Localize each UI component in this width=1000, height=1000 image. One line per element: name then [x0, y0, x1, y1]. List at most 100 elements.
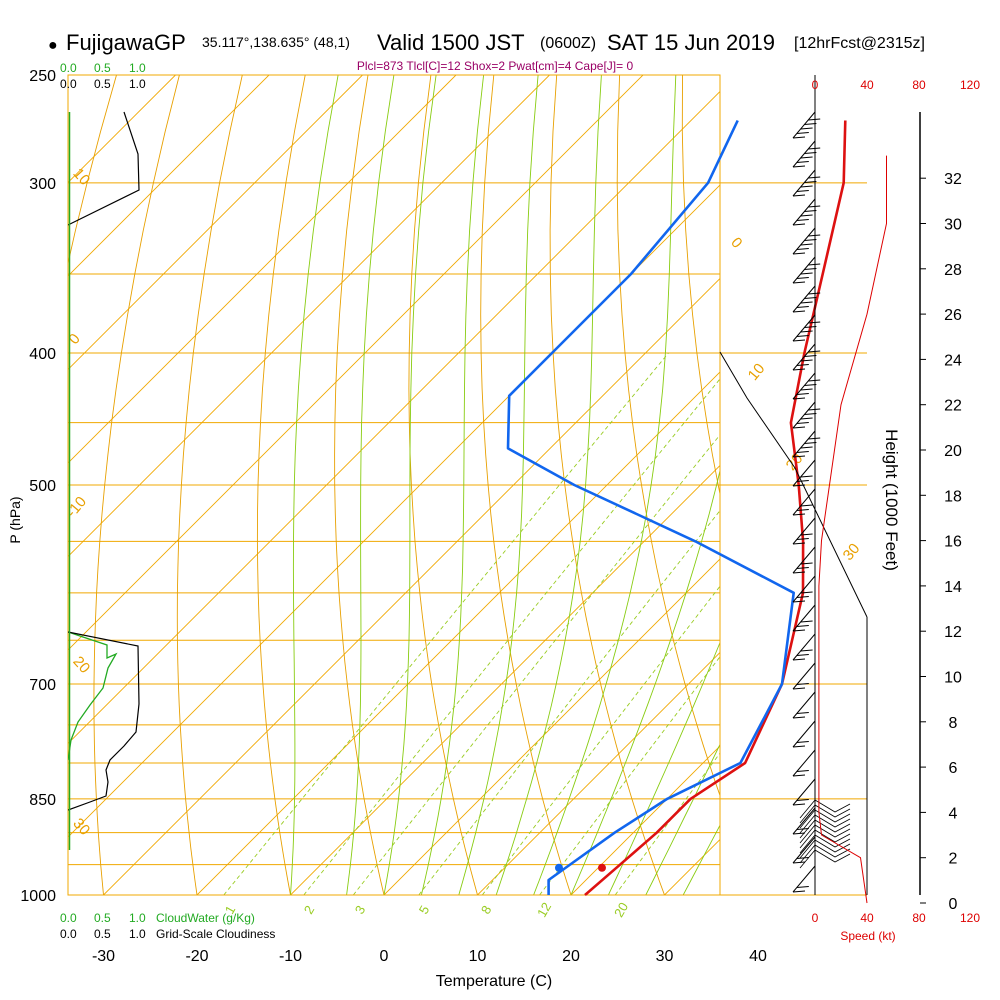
height-tick-30: 30: [944, 217, 962, 234]
dry-adiabat--20: [176, 75, 243, 895]
wind-barb: [792, 227, 821, 255]
zulu-time: (0600Z): [540, 35, 596, 52]
cloudiness-upper-profile: [68, 111, 140, 226]
mixing-ratio-label-20: 20: [611, 900, 631, 920]
wind-barb-surface: [799, 809, 851, 829]
isotherm-label-30: 30: [69, 815, 93, 839]
surface-dewpoint-dot: [554, 863, 563, 872]
moist-adiabat-24: [607, 641, 720, 895]
temp-tick-40: 40: [749, 948, 767, 965]
height-tick-4: 4: [949, 805, 958, 822]
moist-adiabat-4: [420, 75, 485, 895]
dewpoint-profile: [506, 119, 796, 895]
mixing-ratio-label-5: 5: [416, 903, 433, 917]
temperature-axis-label: Temperature (C): [436, 973, 552, 990]
cloud-bottom-green-1: 0.5: [94, 911, 111, 925]
isotherm-label-0: 0: [727, 234, 745, 252]
mixing-ratio-20: [614, 752, 720, 895]
moist-adiabat-16: [533, 75, 677, 895]
dry-adiabat-40: [616, 75, 720, 797]
height-tick-2: 2: [949, 851, 958, 868]
chart-header: ● FujigawaGP 35.117°,138.635° (48,1) Val…: [48, 30, 925, 55]
wind-barb: [792, 314, 821, 342]
height-tick-16: 16: [944, 534, 962, 551]
isotherm--30: [103, 277, 720, 895]
mixing-ratio-label-2: 2: [301, 903, 318, 917]
wind-barb: [792, 256, 821, 284]
wind-barb-surface: [799, 839, 851, 859]
cloud-top-green-0: 0.0: [60, 61, 77, 75]
wind-barb: [792, 749, 816, 777]
pressure-tick-400: 400: [29, 346, 56, 363]
speed-bottom-80: 80: [912, 911, 926, 925]
height-tick-20: 20: [944, 443, 962, 460]
station-dot: ●: [48, 37, 58, 54]
wind-barb: [792, 140, 821, 168]
wind-barb: [792, 691, 816, 719]
mixing-ratio-3: [352, 434, 720, 895]
speed-bottom-40: 40: [860, 911, 874, 925]
cloud-bottom-black-1: 0.5: [94, 927, 111, 941]
wind-barb: [792, 169, 821, 197]
wind-barb: [792, 372, 821, 400]
dry-adiabat--10: [256, 75, 306, 895]
wind-barb-surface: [799, 804, 851, 824]
dry-adiabat-10: [408, 75, 478, 895]
temp-tick-30: 30: [656, 948, 674, 965]
pressure-tick-1000: 1000: [20, 888, 56, 905]
speed-top-120: 120: [960, 78, 980, 92]
plot-frame: [67, 74, 721, 896]
mixing-ratio-label-3: 3: [352, 903, 369, 917]
isotherm--90: [68, 75, 363, 371]
dry-adiabat--30: [93, 75, 180, 895]
isotherm-0: [383, 558, 720, 895]
mixing-ratio-5: [418, 509, 720, 895]
wind-barb: [792, 285, 821, 313]
wind-barb-surface: [799, 814, 851, 834]
speed-top-0: 0: [812, 78, 819, 92]
height-tick-10: 10: [944, 670, 962, 687]
isotherm--60: [68, 75, 644, 651]
temp-tick--20: -20: [185, 948, 208, 965]
wind-barb-surface: [799, 799, 851, 819]
mixing-ratio-8: [481, 585, 720, 895]
mixing-ratio-12: [539, 656, 720, 895]
moist-adiabat--10: [290, 75, 339, 895]
cloud-panel: 0.0 0.5 1.0 0.0 0.5 1.0 0.0 0.5 1.0 Clou…: [60, 61, 275, 941]
height-tick-8: 8: [949, 715, 958, 732]
wind-barb-surface: [799, 834, 851, 854]
dry-adiabat-50: [681, 75, 720, 497]
speed-bottom-0: 0: [812, 911, 819, 925]
theta-label-10: 10: [745, 360, 769, 384]
tropopause-line: [719, 351, 868, 618]
height-tick-18: 18: [944, 488, 962, 505]
temp-tick-20: 20: [562, 948, 580, 965]
height-tick-26: 26: [944, 307, 962, 324]
wind-barb: [792, 401, 821, 429]
height-tick-0: 0: [949, 896, 958, 913]
wind-barb-surface: [799, 824, 851, 844]
dry-adiabat-30: [549, 75, 665, 895]
isotherm--100: [68, 75, 270, 277]
wind-barb: [792, 198, 821, 226]
height-tick-6: 6: [949, 760, 958, 777]
height-tick-14: 14: [944, 579, 962, 596]
wind-barb: [792, 633, 816, 661]
wind-barb: [792, 111, 821, 139]
surface-temperature-dot: [597, 863, 606, 872]
dry-adiabat-20: [480, 75, 572, 895]
background-grid: [68, 75, 720, 895]
pressure-axis-label: P (hPa): [7, 496, 23, 543]
height-tick-12: 12: [944, 624, 962, 641]
wind-barb-surface: [799, 819, 851, 839]
stability-indices: Plcl=873 Tlcl[C]=12 Shox=2 Pwat[cm]=4 Ca…: [357, 59, 634, 73]
isotherm--40: [68, 184, 720, 838]
cloud-top-green-2: 1.0: [129, 61, 146, 75]
isobar-lines: [68, 74, 867, 896]
forecast-info: [12hrFcst@2315z]: [794, 35, 925, 52]
cloud-bottom-green-2: 1.0: [129, 911, 146, 925]
temp-tick-10: 10: [469, 948, 487, 965]
wind-barb: [792, 778, 816, 806]
cloud-water-label: CloudWater (g/Kg): [156, 911, 255, 925]
